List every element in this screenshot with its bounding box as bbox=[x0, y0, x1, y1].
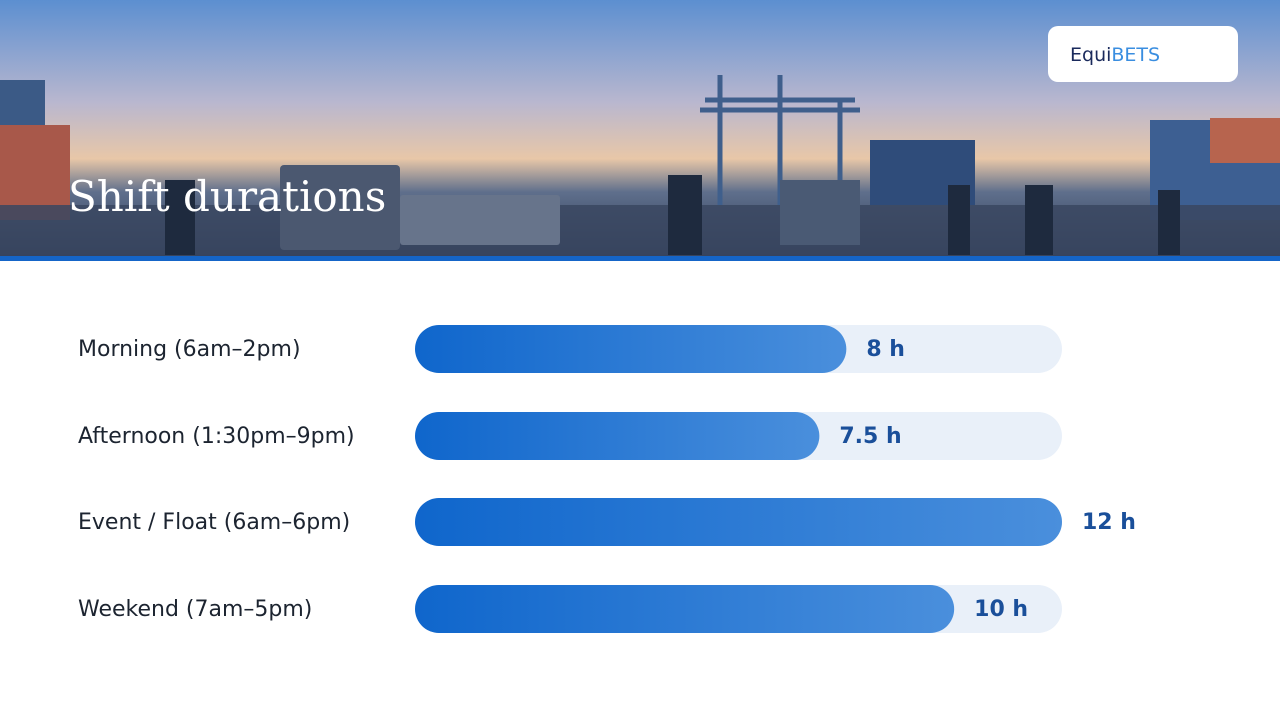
value-label: 10 h bbox=[974, 597, 1028, 622]
chart-title: Shift durations bbox=[68, 172, 386, 221]
brand-prefix: Equi bbox=[1070, 44, 1111, 66]
category-label: Morning (6am–2pm) bbox=[78, 337, 301, 362]
category-label: Event / Float (6am–6pm) bbox=[78, 510, 350, 535]
brand-suffix: BETS bbox=[1111, 44, 1160, 66]
bar bbox=[415, 585, 955, 633]
bar bbox=[415, 498, 1062, 546]
bar bbox=[415, 325, 847, 373]
value-label: 8 h bbox=[866, 337, 905, 362]
brand-badge bbox=[1048, 26, 1238, 82]
category-label: Weekend (7am–5pm) bbox=[78, 597, 312, 622]
category-label: Afternoon (1:30pm–9pm) bbox=[78, 424, 355, 449]
bar-chart: Morning (6am–2pm) 8 h Afternoon (1:30pm–9p… bbox=[78, 325, 1136, 633]
value-label: 12 h bbox=[1082, 510, 1136, 535]
bar bbox=[415, 412, 820, 460]
brand-logo: EquiBETS bbox=[1070, 44, 1160, 66]
value-label: 7.5 h bbox=[839, 424, 901, 449]
